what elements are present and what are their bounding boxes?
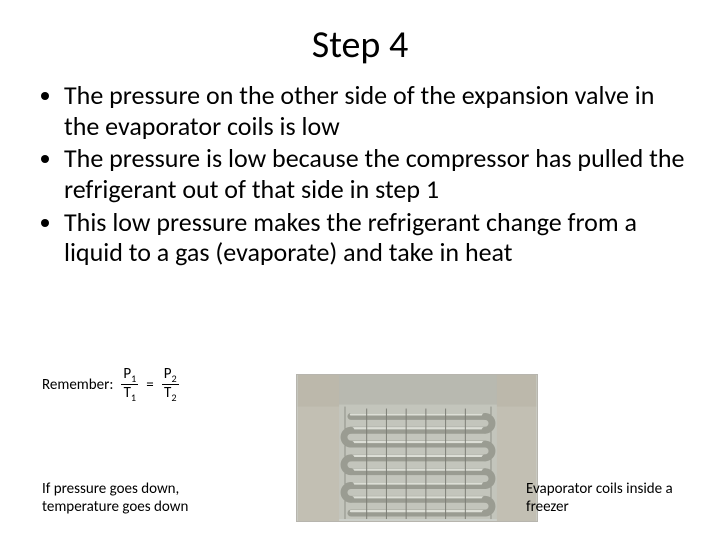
coil-svg bbox=[297, 375, 537, 521]
fraction-p2t2: P2 T2 bbox=[162, 366, 179, 403]
fraction-p1t1: P1 T1 bbox=[121, 366, 138, 403]
equals-sign: = bbox=[146, 376, 153, 394]
pressure-note: If pressure goes down, temperature goes … bbox=[42, 480, 242, 516]
slide: Step 4 The pressure on the other side of… bbox=[0, 0, 720, 540]
page-title: Step 4 bbox=[34, 22, 686, 68]
evaporator-coil-image bbox=[296, 374, 538, 522]
bullet-list: The pressure on the other side of the ex… bbox=[34, 80, 686, 268]
bullet-item: The pressure is low because the compress… bbox=[64, 143, 686, 204]
bullet-item: The pressure on the other side of the ex… bbox=[64, 80, 686, 141]
remember-block: Remember: P1 T1 = P2 T2 bbox=[42, 366, 183, 403]
bottom-row: Remember: P1 T1 = P2 T2 If pressure goes… bbox=[34, 366, 686, 522]
image-caption: Evaporator coils inside a freezer bbox=[526, 480, 686, 516]
remember-label: Remember: bbox=[42, 376, 113, 394]
bullet-item: This low pressure makes the refrigerant … bbox=[64, 207, 686, 268]
